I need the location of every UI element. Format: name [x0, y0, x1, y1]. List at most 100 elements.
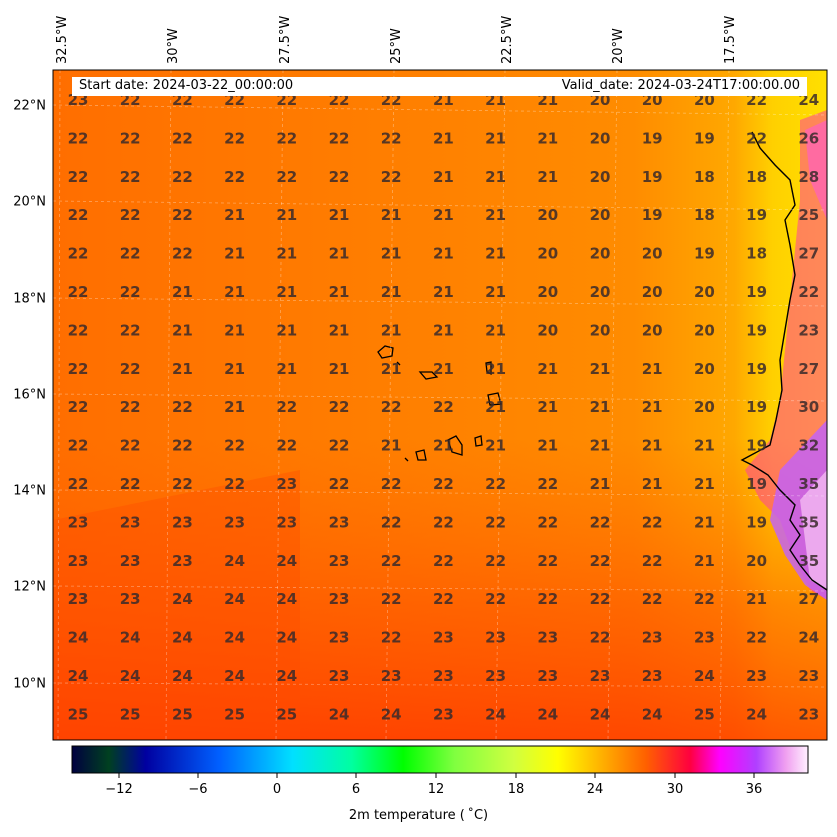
grid-value: 21 [433, 283, 454, 301]
grid-value: 21 [433, 206, 454, 224]
grid-value: 23 [120, 513, 141, 531]
grid-value: 20 [537, 206, 558, 224]
grid-value: 22 [590, 590, 611, 608]
grid-value: 21 [224, 245, 245, 263]
grid-value: 22 [433, 513, 454, 531]
grid-value: 24 [746, 705, 767, 723]
grid-value: 24 [485, 705, 506, 723]
grid-value: 25 [172, 705, 193, 723]
grid-value: 21 [537, 168, 558, 186]
grid-value: 23 [68, 552, 89, 570]
grid-value: 24 [172, 667, 193, 685]
grid-value: 24 [120, 667, 141, 685]
grid-value: 22 [485, 475, 506, 493]
grid-value: 25 [68, 705, 89, 723]
grid-value: 21 [433, 168, 454, 186]
grid-value: 22 [172, 206, 193, 224]
grid-value: 23 [642, 667, 663, 685]
grid-value: 24 [224, 590, 245, 608]
grid-value: 28 [798, 168, 819, 186]
grid-value: 22 [120, 437, 141, 455]
colorbar-tick-label: −12 [105, 782, 132, 797]
grid-value: 21 [433, 360, 454, 378]
grid-value: 19 [694, 129, 715, 147]
grid-value: 18 [694, 206, 715, 224]
grid-value: 22 [172, 437, 193, 455]
grid-value: 22 [224, 437, 245, 455]
grid-value: 21 [485, 245, 506, 263]
grid-value: 23 [329, 667, 350, 685]
grid-value: 25 [276, 705, 297, 723]
grid-value: 22 [68, 437, 89, 455]
grid-value: 21 [642, 398, 663, 416]
grid-value: 22 [381, 129, 402, 147]
grid-value: 20 [590, 206, 611, 224]
grid-value: 23 [120, 590, 141, 608]
grid-value: 22 [381, 168, 402, 186]
valid-date-label: Valid_date: 2024-03-24T17:00:00.00 [561, 78, 800, 93]
latitude-label: 16°N [13, 388, 46, 403]
grid-value: 22 [537, 513, 558, 531]
grid-value: 24 [381, 705, 402, 723]
grid-value: 22 [224, 168, 245, 186]
grid-value: 20 [590, 129, 611, 147]
grid-value: 24 [798, 629, 819, 647]
grid-value: 22 [537, 475, 558, 493]
grid-value: 24 [224, 667, 245, 685]
grid-value: 22 [746, 629, 767, 647]
grid-value: 21 [694, 552, 715, 570]
grid-value: 22 [68, 168, 89, 186]
grid-value: 21 [224, 206, 245, 224]
grid-value: 21 [642, 437, 663, 455]
grid-value: 22 [120, 321, 141, 339]
grid-value: 22 [381, 590, 402, 608]
grid-value: 23 [485, 667, 506, 685]
longitude-label: 27.5°W [278, 16, 293, 64]
grid-value: 22 [329, 475, 350, 493]
graticule [52, 69, 828, 741]
latitude-label: 12°N [13, 580, 46, 595]
grid-value: 35 [798, 475, 819, 493]
grid-value: 22 [590, 629, 611, 647]
grid-value: 26 [798, 129, 819, 147]
grid-value: 20 [642, 321, 663, 339]
colorbar-tick-label: 18 [508, 782, 525, 797]
grid-value: 25 [798, 206, 819, 224]
grid-value: 21 [224, 321, 245, 339]
grid-value: 22 [642, 552, 663, 570]
grid-value: 22 [329, 437, 350, 455]
grid-value: 20 [642, 245, 663, 263]
grid-value: 21 [276, 245, 297, 263]
grid-value: 19 [642, 206, 663, 224]
grid-value: 19 [746, 206, 767, 224]
colorbar-tick-label: 36 [746, 782, 763, 797]
date-header: Start date: 2024-03-22_00:00:00 Valid_da… [72, 77, 807, 96]
grid-value: 22 [172, 398, 193, 416]
grid-value: 22 [172, 245, 193, 263]
grid-value: 19 [746, 398, 767, 416]
colorbar-tick-label: 24 [587, 782, 604, 797]
grid-value: 24 [537, 705, 558, 723]
longitude-label: 25°W [389, 28, 404, 64]
grid-value: 22 [433, 590, 454, 608]
grid-value: 23 [433, 629, 454, 647]
colorbar-tick-label: 12 [428, 782, 445, 797]
grid-value: 21 [276, 283, 297, 301]
grid-value: 23 [381, 667, 402, 685]
grid-value: 22 [224, 129, 245, 147]
grid-value: 23 [798, 705, 819, 723]
colorbar-tick-label: −6 [188, 782, 207, 797]
grid-value: 22 [172, 475, 193, 493]
longitude-labels: 32.5°W 30°W 27.5°W 25°W 22.5°W 20°W 17.5°W [55, 16, 738, 64]
longitude-label: 32.5°W [55, 16, 70, 64]
grid-value: 21 [433, 245, 454, 263]
colorbar-tick-label: 6 [352, 782, 360, 797]
grid-value: 20 [590, 283, 611, 301]
grid-value: 23 [329, 590, 350, 608]
grid-value: 35 [798, 513, 819, 531]
grid-value: 20 [537, 321, 558, 339]
grid-value: 25 [224, 705, 245, 723]
latitude-label: 22°N [13, 99, 46, 114]
grid-value: 22 [120, 398, 141, 416]
